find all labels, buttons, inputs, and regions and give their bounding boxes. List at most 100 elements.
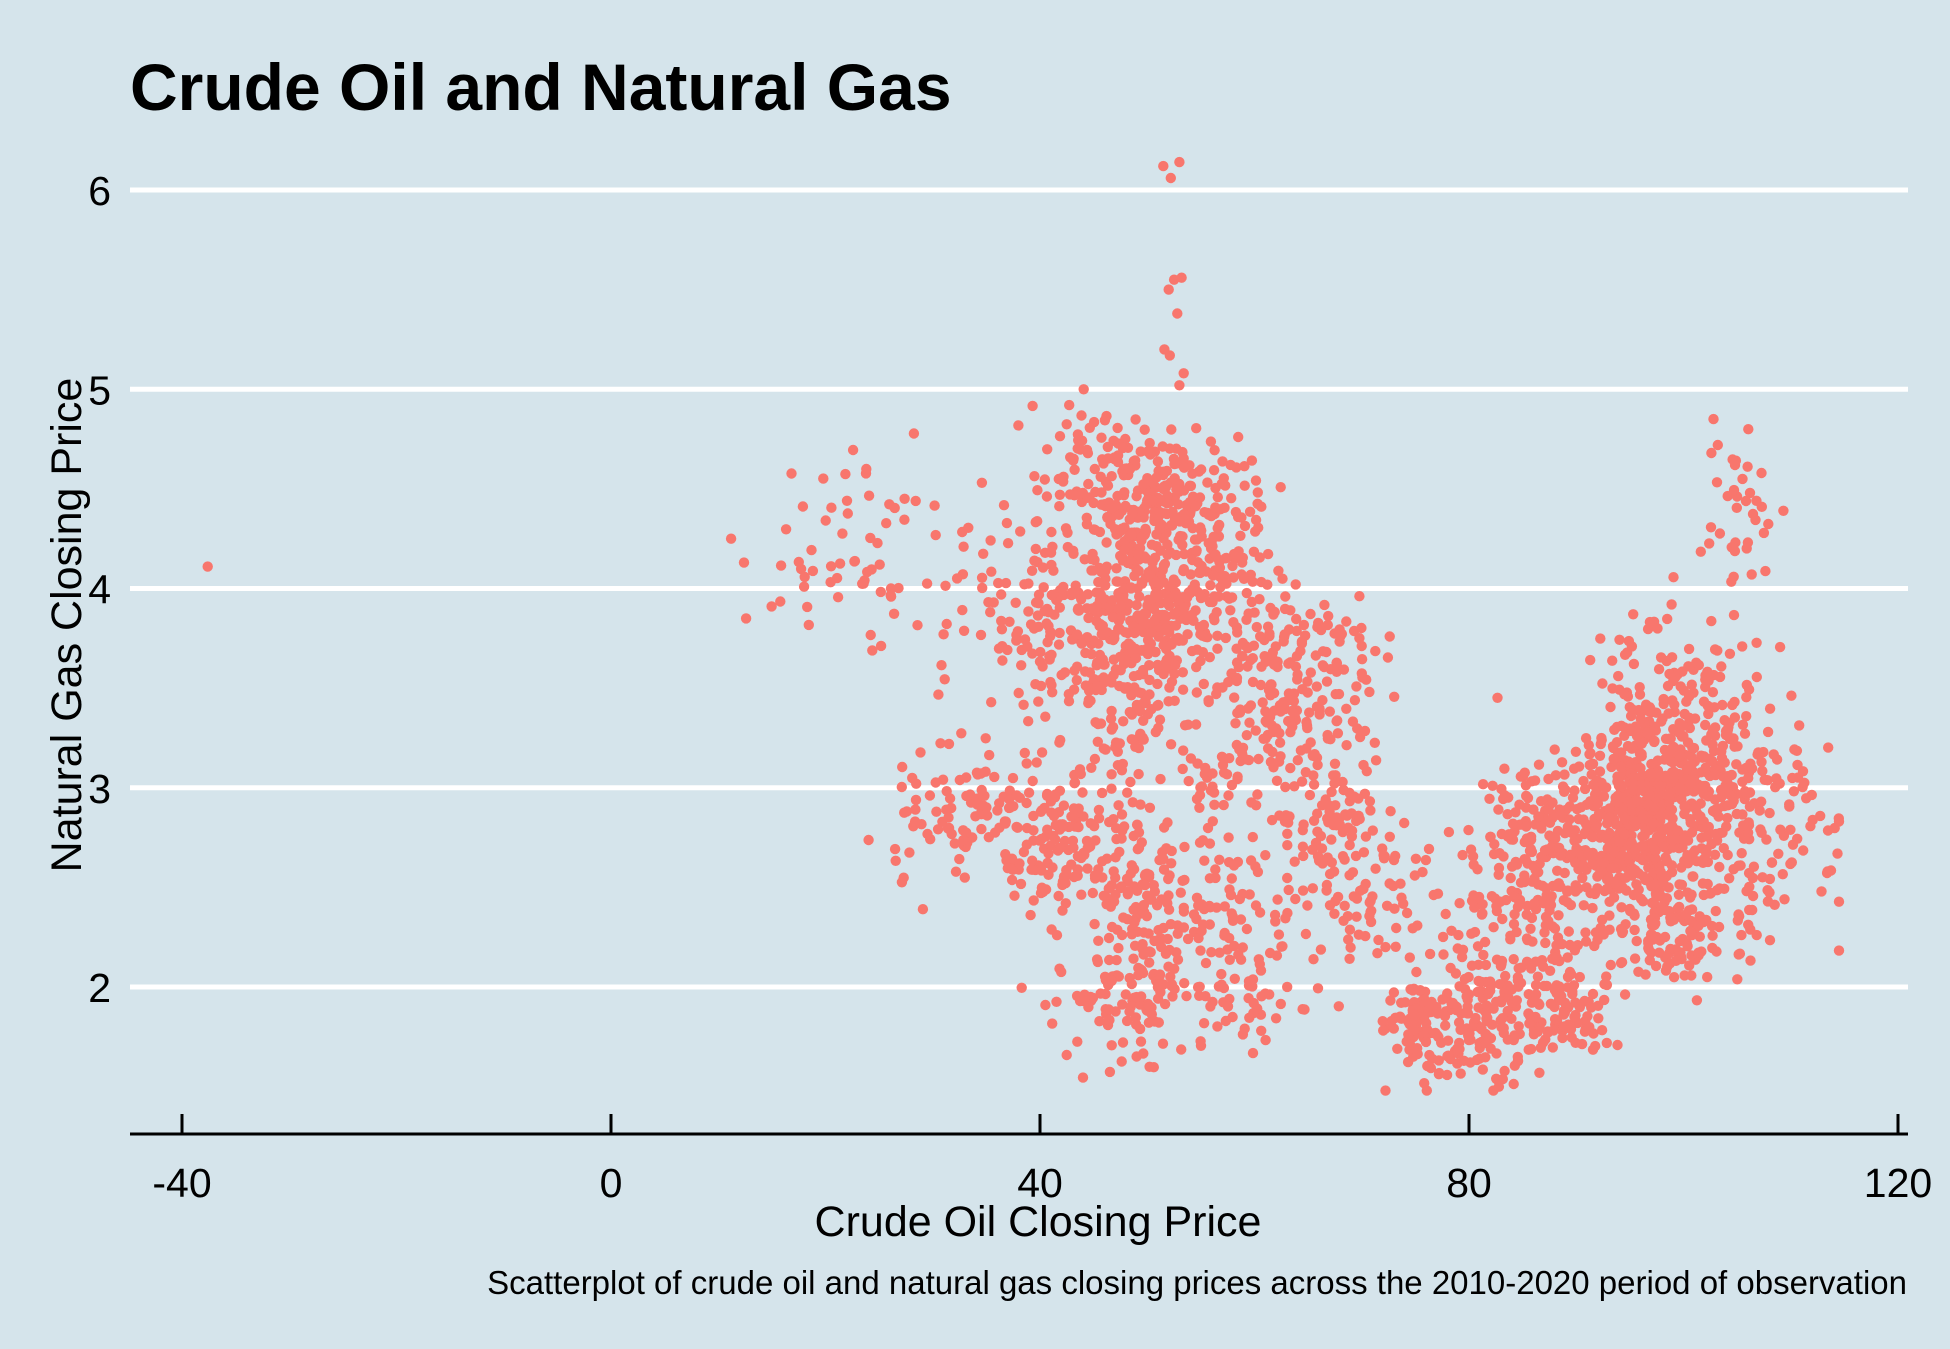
data-point bbox=[1466, 960, 1478, 971]
data-point bbox=[1500, 970, 1511, 982]
data-point bbox=[1133, 687, 1145, 698]
data-point bbox=[1462, 994, 1473, 1005]
data-point bbox=[1421, 1018, 1432, 1029]
data-point bbox=[1176, 1044, 1187, 1055]
data-point bbox=[885, 583, 897, 594]
data-point bbox=[1128, 904, 1139, 915]
data-point bbox=[1162, 549, 1173, 560]
data-point bbox=[888, 608, 900, 619]
data-point bbox=[1650, 852, 1661, 864]
data-point bbox=[975, 768, 987, 779]
data-point bbox=[1196, 592, 1207, 603]
data-point bbox=[1190, 501, 1201, 512]
data-point bbox=[1407, 985, 1419, 996]
data-point bbox=[802, 601, 813, 613]
data-point bbox=[1525, 923, 1536, 934]
data-point bbox=[1453, 1017, 1465, 1028]
data-point bbox=[1499, 1065, 1510, 1077]
data-point bbox=[1346, 808, 1357, 819]
data-point bbox=[1155, 773, 1166, 785]
data-point bbox=[1117, 1037, 1129, 1048]
data-point bbox=[1111, 833, 1122, 845]
data-point bbox=[1103, 1004, 1115, 1015]
data-point bbox=[930, 529, 941, 541]
data-point bbox=[1239, 1023, 1250, 1034]
data-point bbox=[1779, 894, 1790, 905]
data-point bbox=[1764, 703, 1776, 714]
data-point bbox=[1487, 780, 1498, 791]
data-point bbox=[1031, 757, 1042, 768]
data-point bbox=[1488, 922, 1499, 933]
data-point bbox=[896, 877, 908, 888]
data-point bbox=[1674, 936, 1686, 947]
data-point bbox=[1174, 516, 1186, 527]
data-point bbox=[1540, 937, 1551, 949]
data-point bbox=[1299, 1004, 1310, 1015]
data-point bbox=[1142, 709, 1154, 720]
data-point bbox=[1822, 866, 1833, 877]
data-point bbox=[1058, 471, 1069, 482]
data-point bbox=[1388, 987, 1400, 998]
chart-caption: Scatterplot of crude oil and natural gas… bbox=[487, 1264, 1907, 1301]
data-point bbox=[1179, 874, 1190, 886]
data-point bbox=[1084, 422, 1096, 433]
data-point bbox=[1514, 1028, 1525, 1040]
data-point bbox=[1315, 624, 1327, 636]
data-point bbox=[1543, 773, 1554, 785]
data-point bbox=[1021, 839, 1032, 850]
data-point bbox=[1469, 926, 1481, 938]
data-point bbox=[938, 629, 949, 640]
data-point bbox=[1385, 806, 1396, 817]
data-point bbox=[1164, 682, 1175, 693]
data-point bbox=[1700, 914, 1712, 926]
data-point bbox=[1506, 1013, 1517, 1024]
data-point bbox=[1171, 589, 1182, 601]
data-point bbox=[950, 866, 962, 877]
data-point bbox=[1525, 844, 1537, 855]
data-point bbox=[1788, 786, 1800, 797]
data-point bbox=[1745, 955, 1756, 966]
data-point bbox=[1580, 733, 1592, 744]
data-point bbox=[1527, 860, 1539, 872]
data-point bbox=[1215, 504, 1226, 515]
data-point bbox=[1496, 955, 1508, 967]
data-point bbox=[1242, 643, 1254, 654]
data-point bbox=[1224, 753, 1235, 764]
data-point bbox=[1762, 896, 1774, 907]
data-point bbox=[1685, 750, 1697, 762]
data-point bbox=[1756, 467, 1767, 479]
data-point bbox=[1402, 1056, 1414, 1068]
data-point bbox=[1091, 870, 1102, 881]
data-point bbox=[1191, 661, 1202, 673]
data-point bbox=[1193, 932, 1204, 944]
data-point bbox=[1264, 989, 1275, 1000]
data-point bbox=[1562, 885, 1574, 896]
x-tick-label: 40 bbox=[1017, 1160, 1063, 1206]
data-point bbox=[1126, 734, 1138, 745]
data-point bbox=[1086, 762, 1097, 773]
data-point bbox=[1262, 548, 1274, 560]
data-point bbox=[1058, 800, 1070, 811]
data-point bbox=[1833, 945, 1845, 956]
data-point bbox=[1341, 616, 1352, 627]
data-point bbox=[1084, 492, 1095, 503]
data-point bbox=[958, 625, 970, 636]
data-point bbox=[1161, 465, 1173, 477]
data-point bbox=[1443, 1050, 1454, 1061]
data-point bbox=[1106, 1040, 1117, 1051]
data-point bbox=[1202, 477, 1213, 488]
data-point bbox=[1737, 719, 1749, 730]
data-point bbox=[1649, 919, 1660, 931]
data-point bbox=[1606, 863, 1617, 874]
data-point bbox=[1265, 679, 1277, 690]
data-point bbox=[1686, 679, 1698, 690]
data-point bbox=[899, 493, 910, 504]
data-point bbox=[921, 578, 933, 589]
data-point bbox=[1589, 940, 1600, 952]
data-point bbox=[1247, 653, 1259, 664]
data-point bbox=[1250, 900, 1262, 911]
data-point bbox=[910, 794, 922, 806]
y-tick-label: 2 bbox=[88, 965, 111, 1011]
data-point bbox=[1166, 424, 1177, 435]
data-point bbox=[1177, 539, 1188, 551]
